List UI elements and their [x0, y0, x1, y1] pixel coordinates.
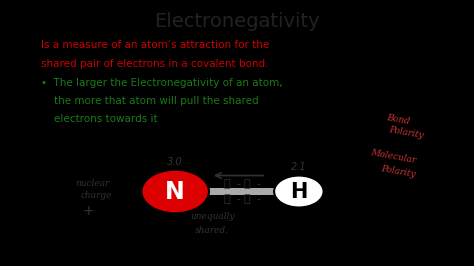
Text: Ⓔ: Ⓔ: [243, 179, 250, 189]
Text: the more that atom will pull the shared: the more that atom will pull the shared: [41, 96, 259, 106]
Text: Is a measure of an atom’s attraction for the: Is a measure of an atom’s attraction for…: [41, 40, 269, 50]
Text: -: -: [256, 194, 260, 204]
Text: +: +: [83, 205, 94, 218]
Text: nuclear: nuclear: [75, 179, 110, 188]
Text: Molecular: Molecular: [370, 148, 417, 165]
Text: -: -: [237, 194, 241, 204]
Text: shared pair of electrons in a covalent bond.: shared pair of electrons in a covalent b…: [41, 59, 269, 69]
Text: N: N: [165, 180, 185, 203]
Text: unequally: unequally: [190, 212, 235, 221]
Text: shared.: shared.: [195, 226, 229, 235]
Text: -: -: [237, 179, 241, 189]
Text: -: -: [256, 179, 260, 189]
Text: Bond: Bond: [385, 113, 410, 126]
Text: 3.0: 3.0: [167, 156, 183, 167]
Text: electrons towards it: electrons towards it: [41, 114, 158, 124]
Circle shape: [274, 176, 324, 207]
Text: Ⓔ: Ⓔ: [224, 179, 230, 189]
Bar: [175, 188, 299, 195]
Text: H: H: [290, 181, 308, 202]
Text: Polarity: Polarity: [388, 126, 424, 140]
Text: Electronegativity: Electronegativity: [154, 12, 320, 31]
Text: •  The larger the Electronegativity of an atom,: • The larger the Electronegativity of an…: [41, 78, 283, 89]
Text: Ⓔ: Ⓔ: [224, 194, 230, 204]
Text: Ⓔ: Ⓔ: [243, 194, 250, 204]
Text: 2.1: 2.1: [291, 162, 307, 172]
Circle shape: [141, 170, 209, 213]
Text: charge: charge: [81, 191, 112, 200]
Text: Polarity: Polarity: [380, 164, 416, 179]
